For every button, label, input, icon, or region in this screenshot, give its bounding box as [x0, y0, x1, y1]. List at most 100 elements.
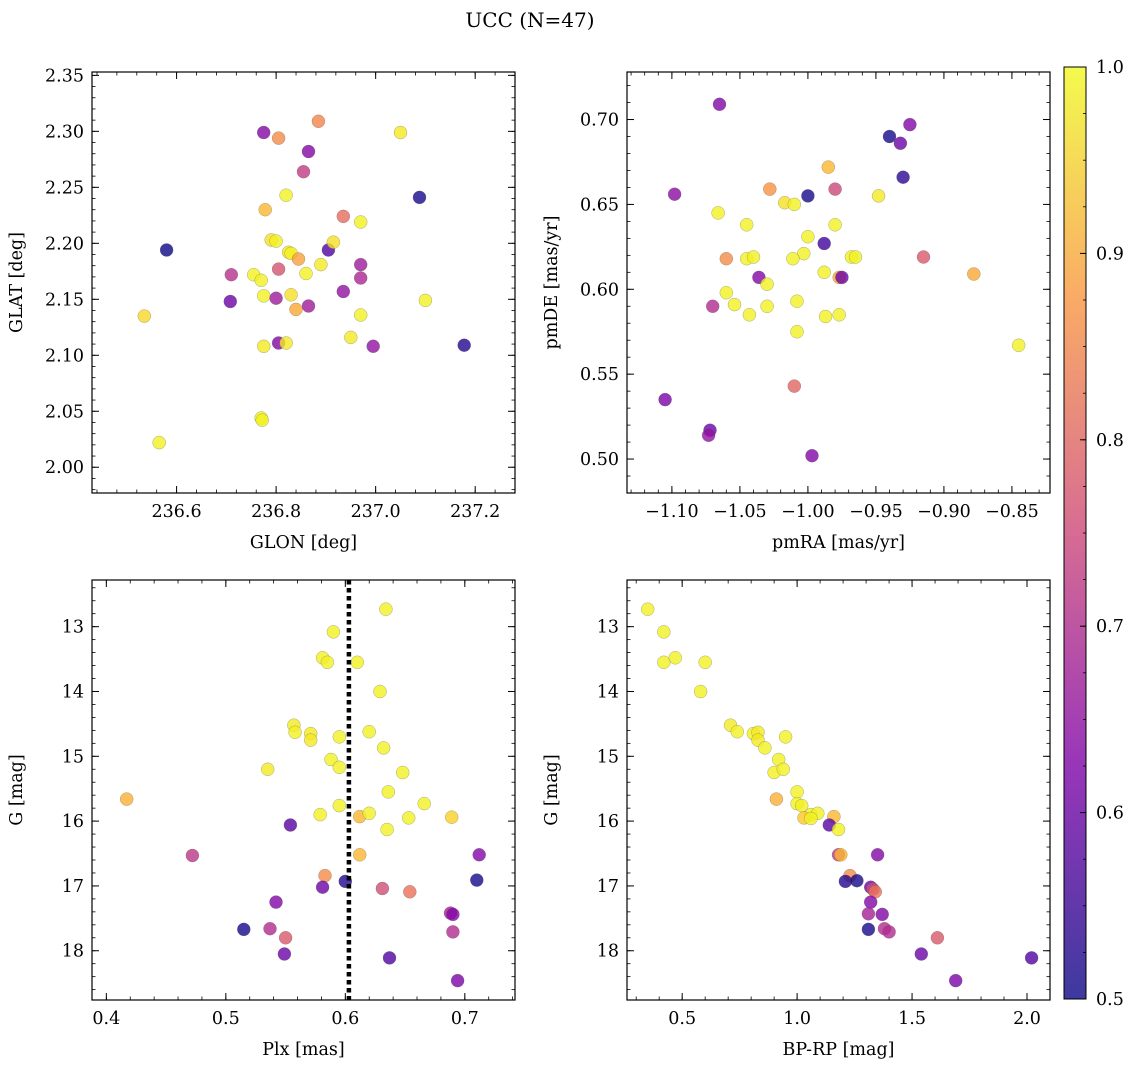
y-tick-label: 17	[597, 877, 619, 897]
data-point	[914, 947, 928, 961]
x-tick-label: −1.05	[713, 502, 767, 522]
data-point	[657, 655, 671, 669]
data-point	[641, 602, 655, 616]
data-point	[291, 252, 306, 266]
data-point	[701, 428, 716, 442]
data-point	[320, 655, 335, 669]
ticks: −1.10 −1.05 −1.00 −0.95 −0.90 −0.85 0.50 0.55 0.…	[580, 72, 1050, 522]
y-tick-label: 2.30	[45, 122, 84, 142]
minor-ticks	[627, 72, 1050, 494]
data-point	[850, 874, 864, 888]
data-point	[832, 308, 846, 322]
data-point	[152, 435, 166, 450]
data-point	[778, 730, 793, 744]
y-tick-label: 0.60	[580, 280, 619, 300]
data-point	[817, 265, 831, 279]
data-point	[896, 170, 910, 184]
data-point	[304, 733, 318, 747]
y-tick-label: 14	[62, 682, 84, 702]
x-axis-label: pmRA [mas/yr]	[772, 533, 905, 553]
x-tick-label: 1.0	[783, 1009, 811, 1029]
data-point	[324, 752, 338, 767]
data-point	[362, 806, 376, 820]
colorbar: 0.5 0.6 0.7 0.8 0.9 1.0	[1063, 58, 1124, 1010]
data-point	[299, 266, 313, 281]
data-point	[332, 730, 346, 744]
data-point	[417, 796, 431, 811]
y-axis-label: GLAT [deg]	[7, 232, 27, 333]
data-point	[257, 339, 271, 353]
panel-pmra-pmde: −1.10 −1.05 −1.00 −0.95 −0.90 −0.85 0.50 0.55 0.…	[542, 71, 1051, 553]
data-point	[344, 330, 358, 345]
x-tick-label: 0.6	[331, 1009, 359, 1029]
data-point	[269, 234, 283, 248]
data-point	[445, 810, 459, 824]
data-point	[119, 792, 134, 806]
data-point	[380, 822, 394, 837]
data-point	[667, 187, 682, 201]
data-point	[313, 807, 327, 822]
ticks: 0.5 1.0 1.5 2.0 13 14 15 16 17 18	[597, 580, 1050, 1029]
data-point	[658, 392, 672, 407]
data-point	[712, 97, 727, 112]
y-tick-label: 2.20	[45, 234, 84, 254]
y-axis-label: G [mag]	[7, 754, 27, 825]
x-tick-label: −0.85	[985, 502, 1039, 522]
figure-title: UCC (N=47)	[465, 8, 594, 32]
data-point	[418, 293, 433, 308]
y-tick-label: 14	[597, 682, 619, 702]
y-axis-label: pmDE [mas/yr]	[542, 216, 562, 350]
colorbar-tick-label: 0.5	[1096, 990, 1124, 1010]
data-point	[326, 625, 341, 639]
data-point	[362, 725, 376, 739]
x-tick-label: 237.0	[351, 502, 401, 522]
data-point	[311, 114, 326, 129]
data-point	[801, 189, 815, 203]
axes-frame	[626, 71, 1051, 494]
data-point	[769, 792, 784, 806]
data-point	[284, 288, 298, 302]
ticks: 236.6 236.8 237.0 237.2 2.00 2.05 2.10 2.15 2.20…	[45, 66, 515, 522]
data-point	[326, 235, 341, 249]
data-point	[336, 209, 350, 224]
panel-bprp-g: 0.5 1.0 1.5 2.0 13 14 15 16 17 18 BP-RP [mag] G [ma…	[542, 579, 1051, 1060]
data-point	[279, 336, 293, 350]
colorbar-tick-label: 0.8	[1096, 431, 1124, 451]
x-tick-label: −1.10	[645, 502, 699, 522]
x-tick-label: 237.2	[450, 502, 500, 522]
data-point	[882, 925, 896, 939]
data-point	[903, 117, 917, 132]
data-point	[711, 206, 725, 220]
data-point	[353, 848, 367, 862]
data-point	[763, 182, 777, 196]
y-tick-label: 13	[597, 618, 619, 638]
data-point	[801, 229, 815, 244]
data-point	[870, 848, 885, 862]
x-tick-label: −0.90	[917, 502, 971, 522]
data-point	[289, 302, 303, 317]
data-point	[786, 252, 800, 266]
data-point	[787, 379, 801, 393]
data-point	[804, 811, 818, 826]
data-point	[261, 762, 275, 776]
data-point	[760, 277, 774, 291]
x-tick-label: 236.8	[251, 502, 301, 522]
data-point	[834, 848, 848, 862]
data-point	[805, 449, 819, 463]
x-axis-label: GLON [deg]	[250, 533, 357, 553]
data-point	[893, 136, 908, 151]
data-point	[258, 202, 272, 217]
data-point	[318, 868, 332, 883]
data-point	[354, 271, 368, 285]
y-tick-label: 0.50	[580, 450, 619, 470]
data-point	[657, 625, 671, 639]
data-point	[790, 325, 804, 339]
minor-ticks	[627, 580, 1051, 1000]
y-tick-label: 17	[62, 877, 84, 897]
data-point	[254, 273, 268, 287]
panel-glon-glat: 236.6 236.8 237.0 237.2 2.00 2.05 2.10 2.15 2.20…	[7, 66, 516, 553]
data-point	[263, 922, 277, 936]
data-point	[470, 873, 484, 887]
data-point	[257, 289, 271, 303]
